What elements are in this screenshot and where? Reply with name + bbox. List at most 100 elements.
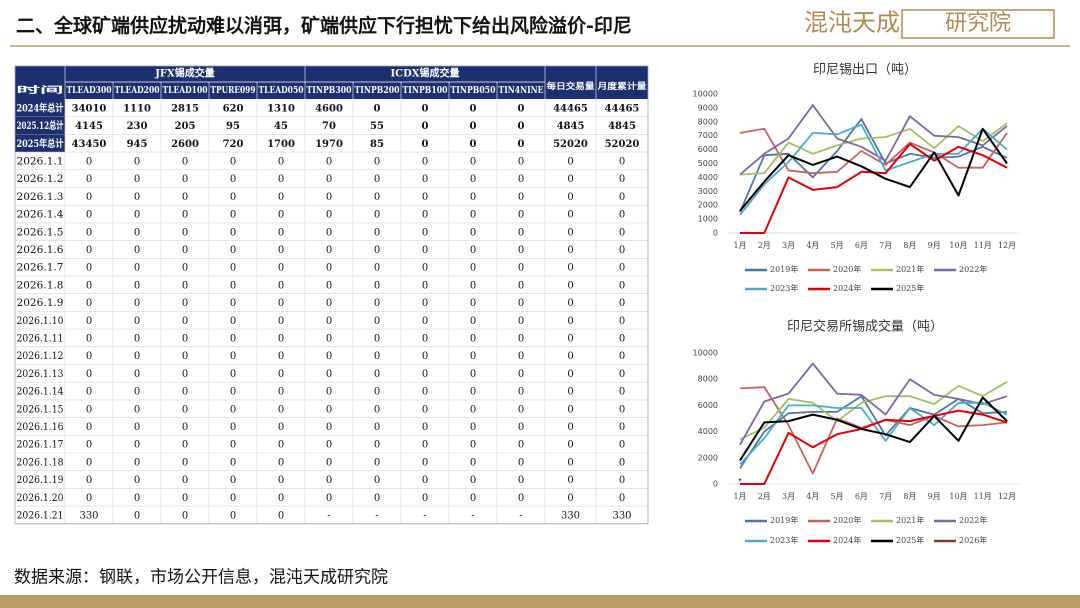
cell: 0	[470, 210, 476, 221]
cell: 0	[182, 369, 188, 380]
cell: 0	[86, 298, 92, 309]
y-tick-label: 7000	[698, 131, 718, 140]
cell: 0	[182, 387, 188, 398]
legend-label: 2025年	[896, 283, 924, 293]
group-header: JFX锡成交量	[154, 67, 215, 80]
cell: 0	[422, 387, 428, 398]
cell: 34010	[72, 103, 107, 114]
cell: 0	[326, 280, 332, 291]
cell: 0	[374, 475, 380, 486]
cell: 0	[470, 404, 476, 415]
cell: 0	[134, 351, 140, 362]
cell: 0	[374, 103, 381, 114]
x-tick-label: 8月	[903, 492, 916, 501]
cell: 0	[422, 333, 428, 344]
row-label: 2024年总计	[17, 101, 64, 114]
table-border	[14, 65, 649, 525]
cell: -	[375, 510, 378, 521]
column-header: TLEAD300	[67, 86, 112, 96]
cell: -	[423, 510, 426, 521]
cell: 0	[278, 156, 284, 167]
cell: 4600	[315, 103, 343, 114]
cell: 0	[182, 440, 188, 451]
legend-label: 2025年	[896, 535, 924, 545]
cell: 0	[182, 316, 188, 327]
cell: 0	[374, 210, 380, 221]
cell: 0	[422, 192, 428, 203]
y-tick-label: 6000	[698, 401, 718, 410]
cell: 0	[567, 440, 573, 451]
cell: 0	[422, 156, 428, 167]
series-line	[739, 122, 1008, 176]
cell: 0	[518, 422, 524, 433]
column-header: TINPB100	[403, 86, 448, 96]
cell: 0	[326, 210, 332, 221]
x-tick-label: 7月	[879, 492, 892, 501]
cell: 0	[230, 156, 236, 167]
row-label: 2026.1.9	[17, 298, 64, 309]
legend-label: 2021年	[896, 264, 924, 274]
cell: 0	[134, 457, 140, 468]
cell: 0	[567, 156, 573, 167]
cell: 0	[230, 457, 236, 468]
series-line	[739, 127, 1008, 212]
legend-label: 2019年	[770, 515, 798, 525]
source-note: 数据来源：钢联，市场公开信息，混沌天成研究院	[14, 568, 388, 588]
legend-label: 2022年	[959, 264, 987, 274]
cell: 0	[567, 245, 573, 256]
row-label: 2025年总计	[17, 137, 64, 150]
cell: 0	[230, 316, 236, 327]
cell: 43450	[72, 139, 107, 150]
cell: 0	[518, 475, 524, 486]
series-line	[739, 362, 1008, 446]
cell: 1970	[315, 139, 343, 150]
cell: 0	[374, 493, 380, 504]
series-line	[739, 381, 1008, 441]
cell: 0	[470, 227, 476, 238]
cell: -	[327, 510, 330, 521]
cell: 0	[230, 263, 236, 274]
legend-label: 2026年	[959, 535, 987, 545]
cell: 0	[518, 440, 524, 451]
y-tick-label: 5000	[698, 159, 718, 168]
column-header: 时间	[17, 84, 64, 96]
legend-label: 2019年	[770, 264, 798, 274]
row-label: 2026.1.10	[17, 316, 64, 327]
cell: 0	[619, 298, 625, 309]
row-label-bg	[15, 116, 65, 135]
cell: 52020	[605, 139, 640, 150]
series-line	[739, 104, 1008, 176]
cell: 0	[567, 457, 573, 468]
row-label: 2026.1.1	[17, 156, 64, 167]
cell: 0	[278, 422, 284, 433]
y-tick-label: 4000	[698, 427, 718, 436]
row-label: 2026.1.11	[17, 333, 64, 344]
y-tick-label: 4000	[698, 173, 718, 182]
cell: 0	[567, 369, 573, 380]
cell: 0	[134, 316, 140, 327]
cell: 0	[470, 139, 477, 150]
charts: 印尼锡出口（吨） 0 1000 2000 3000 4000 5000 6000 7000 800…	[693, 63, 1019, 545]
cell: 0	[134, 333, 140, 344]
cell: 0	[518, 227, 524, 238]
cell: 0	[374, 457, 380, 468]
cell: 0	[619, 422, 625, 433]
cell: 0	[134, 227, 140, 238]
series-point	[738, 478, 742, 481]
cell: 0	[518, 404, 524, 415]
series-line	[739, 395, 1008, 469]
cell: 0	[619, 174, 625, 185]
cell: 0	[86, 227, 92, 238]
legend-label: 2020年	[833, 264, 861, 274]
cell: 0	[86, 192, 92, 203]
cell: 2815	[171, 103, 199, 114]
series-line	[739, 123, 1008, 216]
cell: 0	[567, 387, 573, 398]
cell: 0	[230, 298, 236, 309]
cell: 0	[326, 493, 332, 504]
column-header: TPURE099	[211, 86, 256, 96]
cell: 2600	[171, 139, 199, 150]
cell: 0	[619, 493, 625, 504]
row-label: 2026.1.5	[17, 227, 64, 238]
